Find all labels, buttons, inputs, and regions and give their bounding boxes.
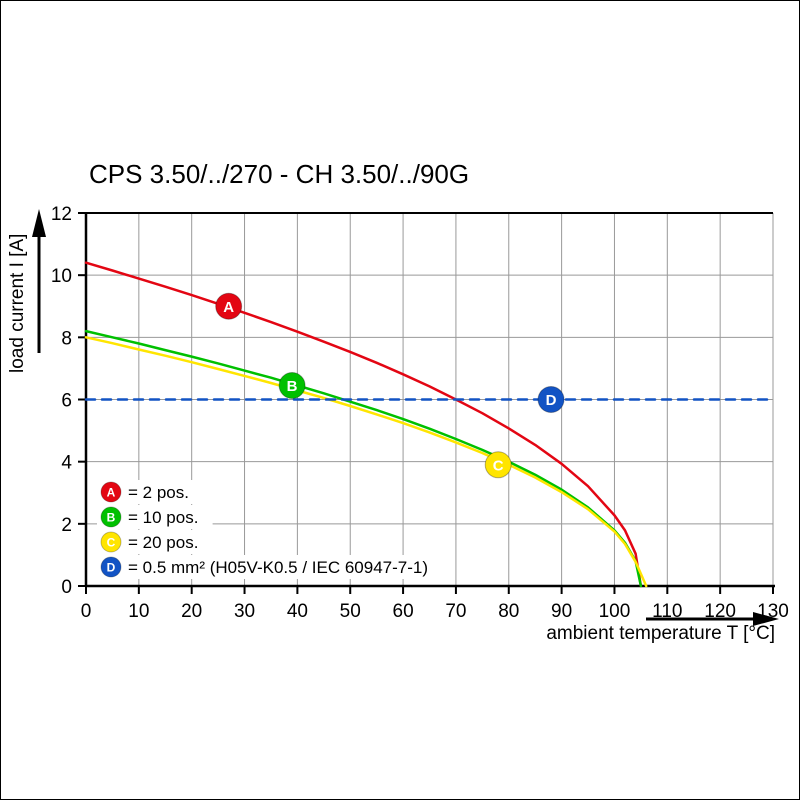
marker-D (537, 386, 565, 413)
x-axis-arrow (646, 612, 779, 626)
legend-marker-C (100, 531, 122, 553)
y-axis-arrow (32, 209, 46, 353)
x-arrow-head (753, 612, 779, 626)
marker-B (278, 372, 306, 400)
x-tick-label: 110 (652, 601, 682, 622)
marker-letter-C: C (493, 457, 504, 474)
legend-marker-letter: A (107, 486, 116, 500)
legend-label-A: = 2 pos. (128, 483, 189, 502)
x-tick-label: 100 (599, 601, 631, 622)
legend-marker-letter: B (107, 511, 116, 525)
x-tick-label: 70 (445, 601, 466, 622)
y-tick-label: 2 (61, 515, 72, 536)
legend-label-B: = 10 pos. (128, 508, 198, 527)
x-tick-label: 0 (81, 601, 92, 622)
marker-letter-B: B (287, 378, 298, 395)
y-arrow-head (32, 209, 46, 237)
x-tick-label: 20 (181, 601, 202, 622)
legend-marker-B (100, 506, 122, 528)
curve-A (84, 261, 643, 588)
curve-C (84, 336, 648, 588)
x-tick-label: 40 (287, 601, 308, 622)
x-tick-label: 60 (393, 601, 414, 622)
legend-marker-letter: D (107, 561, 116, 575)
x-tick-label: 10 (128, 601, 149, 622)
marker-letter-A: A (223, 299, 234, 316)
x-tick-label: 50 (340, 601, 361, 622)
y-tick-label: 4 (61, 453, 72, 474)
x-axis-label: ambient temperature T [°C] (546, 623, 775, 644)
x-tick-label: 30 (234, 601, 255, 622)
marker-A (215, 292, 243, 320)
legend-label-D: = 0.5 mm² (H05V-K0.5 / IEC 60947-7-1) (128, 558, 428, 577)
y-tick-label: 6 (61, 391, 72, 412)
curve-B (84, 329, 643, 588)
legend-marker-letter: C (107, 536, 116, 550)
y-tick-label: 8 (61, 328, 72, 349)
y-tick-label: 12 (51, 204, 72, 225)
x-tick-label: 80 (498, 601, 519, 622)
y-tick-label: 10 (51, 266, 72, 287)
curves (84, 261, 775, 588)
x-tick-label: 90 (551, 601, 572, 622)
legend-marker-A (100, 481, 122, 503)
x-tick-label: 120 (704, 601, 736, 622)
legend-label-C: = 20 pos. (128, 533, 198, 552)
legend-marker-D (100, 556, 122, 578)
marker-letter-D: D (546, 392, 557, 409)
marker-C (484, 451, 512, 479)
legend: A = 2 pos. B = 10 pos. C = 20 pos. D = 0.5 mm² … (97, 480, 448, 579)
curve-markers: A B C D (215, 292, 565, 479)
chart-title: CPS 3.50/../270 - CH 3.50/../90G (89, 159, 470, 189)
y-tick-label: 0 (61, 577, 72, 598)
legend-row-bg (97, 555, 448, 579)
